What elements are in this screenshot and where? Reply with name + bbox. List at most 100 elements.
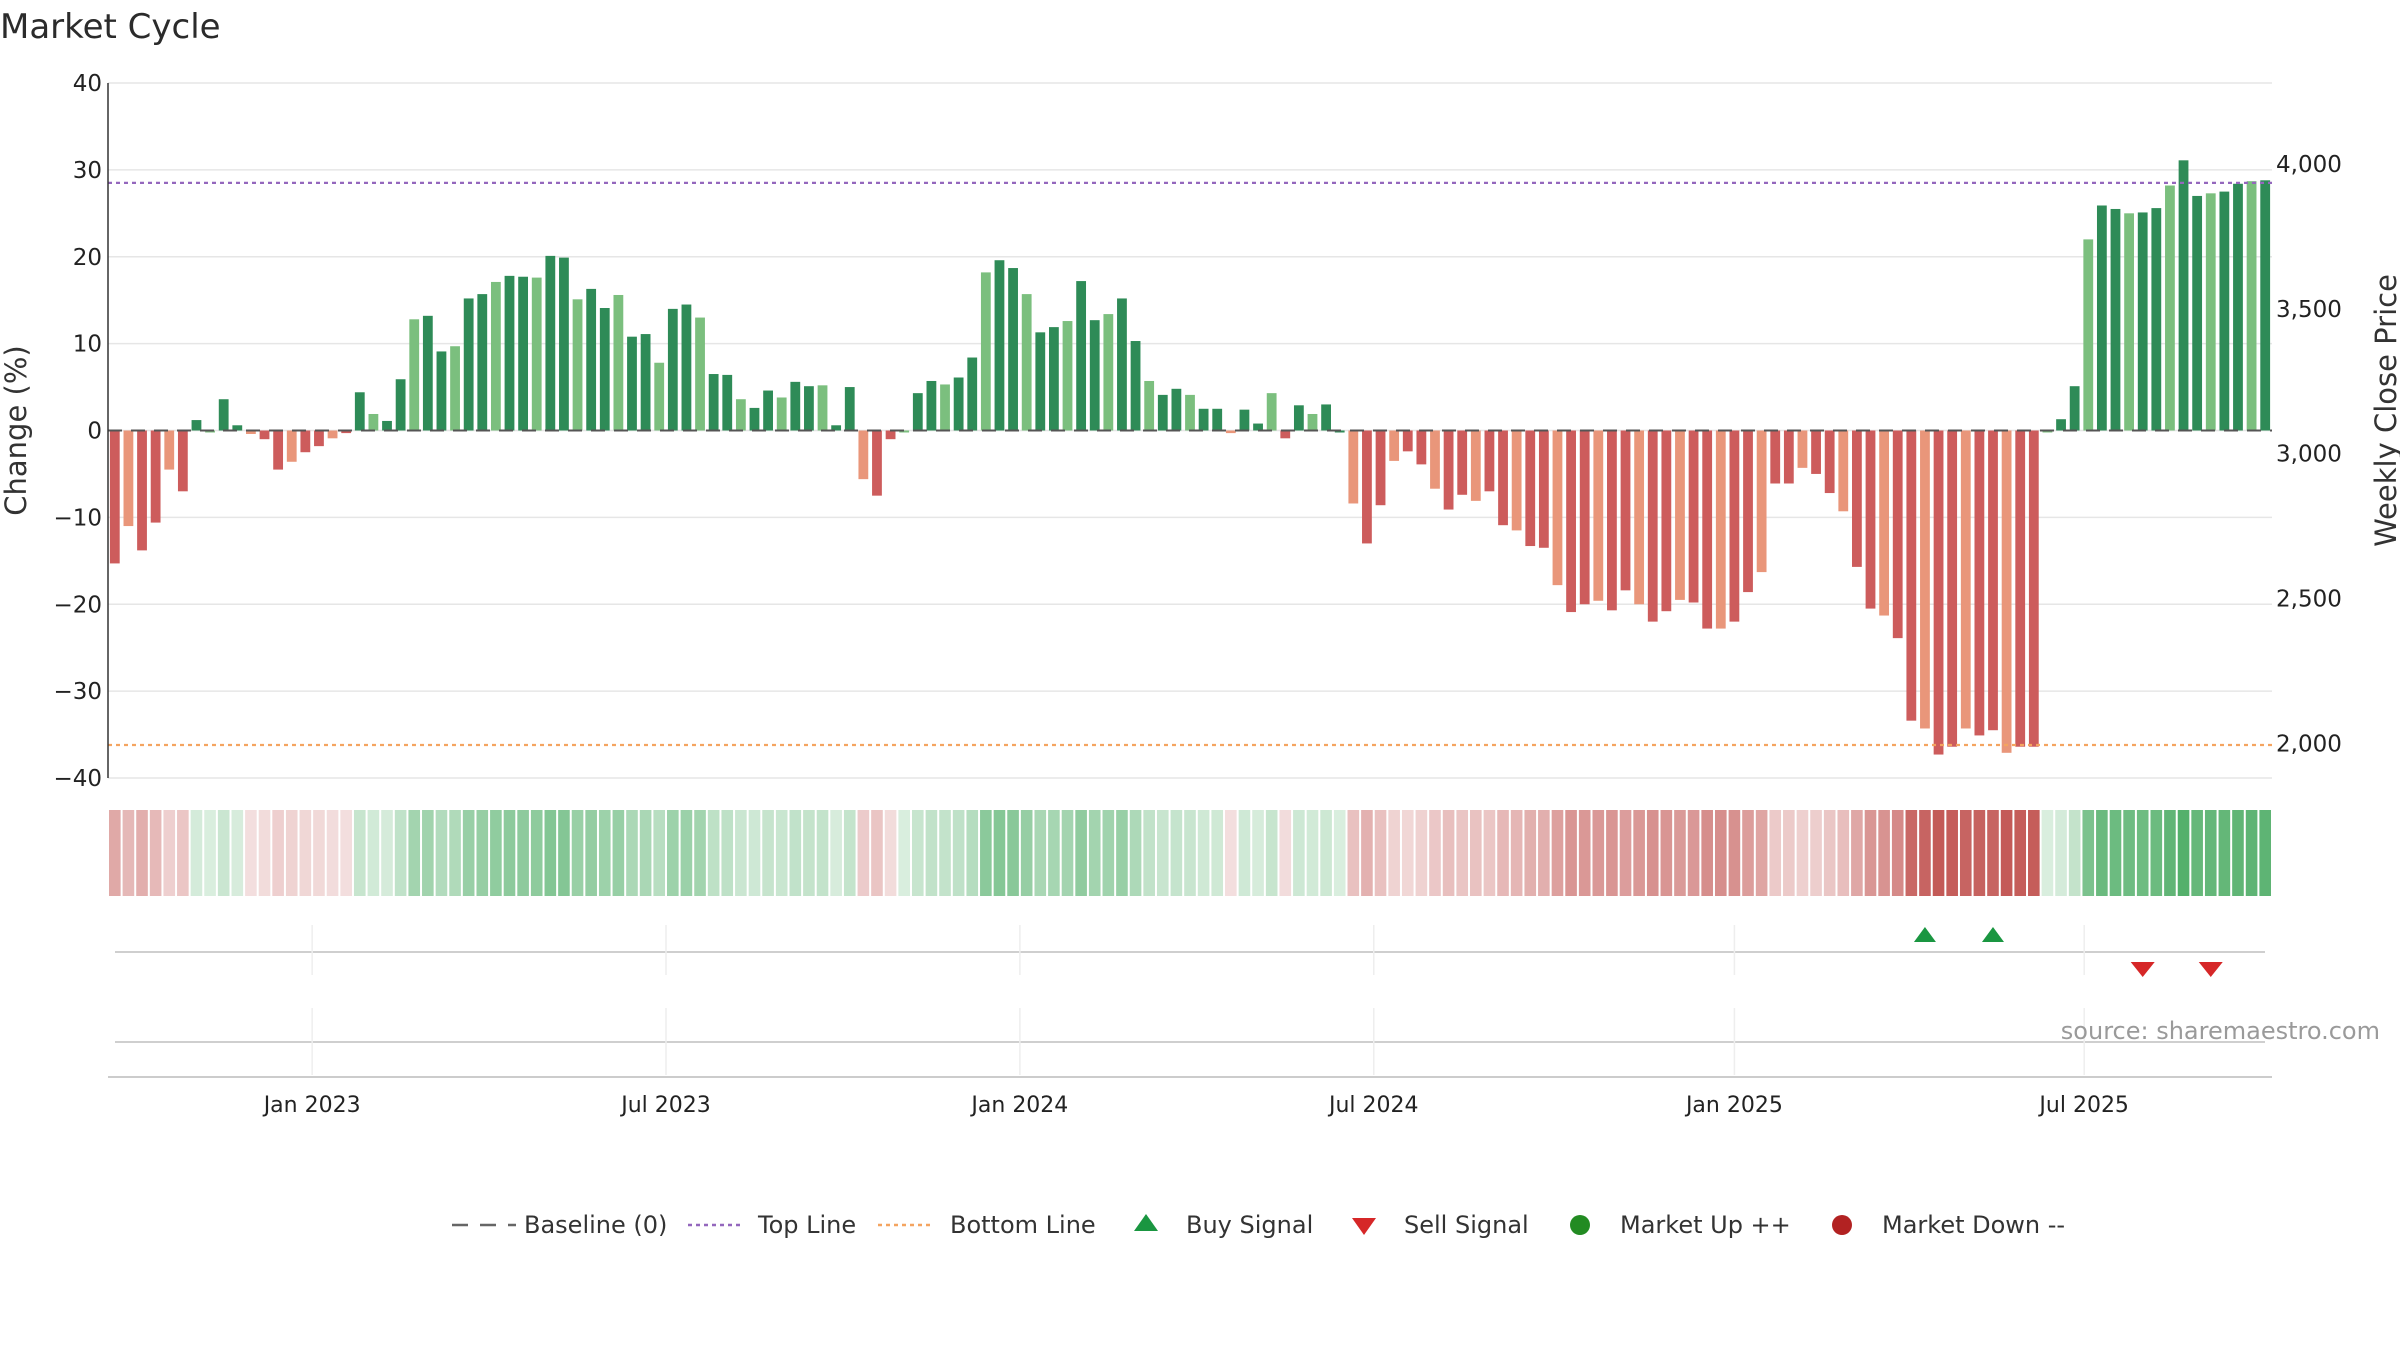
source-label: source: sharemaestro.com bbox=[2061, 1017, 2380, 1045]
cycle-strip-cell bbox=[925, 810, 938, 896]
legend-label: Buy Signal bbox=[1186, 1211, 1313, 1239]
legend-label: Top Line bbox=[757, 1211, 856, 1239]
cycle-strip-cell bbox=[721, 810, 734, 896]
buy-signal-marker bbox=[1981, 927, 2004, 942]
legend-label: Market Up ++ bbox=[1620, 1211, 1791, 1239]
cycle-strip-cell bbox=[830, 810, 842, 896]
bar bbox=[872, 430, 882, 496]
y2-axis-title: Weekly Close Price bbox=[2369, 274, 2400, 547]
bar bbox=[2001, 430, 2012, 753]
cycle-strip-cell bbox=[503, 810, 516, 896]
bar bbox=[1375, 430, 1386, 506]
cycle-strip-cell bbox=[1184, 810, 1196, 896]
bar bbox=[1865, 430, 1876, 609]
bar bbox=[1729, 430, 1740, 622]
bar bbox=[1130, 341, 1141, 431]
chart-title: Market Cycle bbox=[0, 7, 221, 47]
bar bbox=[1525, 430, 1536, 547]
y-tick-label: −20 bbox=[53, 592, 102, 618]
bar bbox=[1851, 430, 1862, 567]
bar bbox=[164, 430, 175, 470]
bar bbox=[1035, 332, 1046, 431]
y-tick-label: 40 bbox=[73, 71, 102, 97]
cycle-strip-cell bbox=[1769, 810, 1782, 896]
y2-tick-label: 3,000 bbox=[2276, 442, 2342, 468]
bar bbox=[1620, 430, 1631, 591]
cycle-strip-cell bbox=[1796, 810, 1809, 896]
bar bbox=[2151, 208, 2162, 431]
cycle-strip-cell bbox=[258, 810, 271, 896]
bar bbox=[586, 288, 597, 431]
cycle-strip-cell bbox=[2109, 810, 2122, 896]
cycle-strip-cell bbox=[1075, 810, 1087, 896]
cycle-strip-cell bbox=[598, 810, 611, 896]
bar bbox=[1048, 327, 1059, 431]
bar bbox=[191, 420, 202, 431]
legend-label: Sell Signal bbox=[1404, 1211, 1529, 1239]
bar bbox=[1103, 314, 1114, 431]
cycle-strip-cell bbox=[667, 810, 679, 896]
cycle-strip-cell bbox=[1497, 810, 1509, 896]
bar bbox=[708, 374, 719, 431]
cycle-strip-cell bbox=[2164, 810, 2176, 896]
x-tick-label: Jul 2023 bbox=[619, 1093, 711, 1118]
legend: Baseline (0) Top Line Bottom Line Buy Signa… bbox=[452, 1211, 2065, 1239]
bar bbox=[1089, 320, 1100, 431]
bar bbox=[1920, 430, 1930, 729]
cycle-strip-cell bbox=[1565, 810, 1577, 896]
bar bbox=[246, 430, 256, 434]
bar bbox=[2015, 430, 2026, 747]
bar bbox=[1008, 268, 1018, 431]
bar bbox=[395, 379, 406, 431]
bar bbox=[1253, 423, 1263, 431]
bar bbox=[1647, 430, 1658, 622]
cycle-strip-cell bbox=[2096, 810, 2108, 896]
cycle-strip-cell bbox=[1007, 810, 1019, 896]
bar bbox=[1307, 413, 1318, 431]
bar bbox=[2192, 195, 2203, 431]
cycle-strip-cell bbox=[748, 810, 761, 896]
cycle-strip-cell bbox=[803, 810, 815, 896]
cycle-strip-cell bbox=[544, 810, 557, 896]
bar bbox=[327, 430, 338, 439]
y2-tick-label: 2,000 bbox=[2276, 731, 2342, 757]
cycle-strip-cell bbox=[1333, 810, 1346, 896]
cycle-strip-cell bbox=[109, 810, 121, 896]
bar bbox=[899, 430, 910, 433]
cycle-strip-cell bbox=[1619, 810, 1632, 896]
cycle-strip-cell bbox=[843, 810, 856, 896]
bar bbox=[1457, 430, 1468, 495]
bar bbox=[1933, 430, 1944, 755]
bar bbox=[1579, 430, 1590, 605]
bar bbox=[790, 381, 801, 431]
cycle-strip-cell bbox=[558, 810, 570, 896]
cycle-strip-cell bbox=[1279, 810, 1292, 896]
cycle-strip-cell bbox=[530, 810, 543, 896]
cycle-strip-cell bbox=[1347, 810, 1360, 896]
bar bbox=[599, 308, 610, 431]
y-tick-label: −10 bbox=[53, 505, 102, 531]
sell-signal-marker bbox=[2130, 962, 2155, 977]
cycle-strip-cell bbox=[1606, 810, 1618, 896]
bar bbox=[300, 430, 311, 453]
bar bbox=[1484, 430, 1495, 492]
cycle-strip bbox=[109, 810, 2271, 896]
bar bbox=[926, 380, 937, 431]
cycle-strip-cell bbox=[313, 810, 325, 896]
cycle-strip-cell bbox=[1252, 810, 1264, 896]
cycle-strip-cell bbox=[122, 810, 135, 896]
cycle-strip-cell bbox=[2055, 810, 2067, 896]
bar bbox=[654, 362, 665, 431]
bars bbox=[109, 160, 2271, 755]
bar bbox=[1974, 430, 1985, 736]
cycle-strip-cell bbox=[1728, 810, 1741, 896]
bar bbox=[545, 255, 556, 431]
cycle-strip-cell bbox=[1687, 810, 1700, 896]
bar bbox=[354, 392, 365, 431]
cycle-strip-cell bbox=[707, 810, 720, 896]
bar bbox=[1797, 430, 1808, 468]
bar bbox=[518, 276, 529, 431]
cycle-strip-cell bbox=[149, 810, 162, 896]
bar bbox=[1906, 430, 1917, 721]
